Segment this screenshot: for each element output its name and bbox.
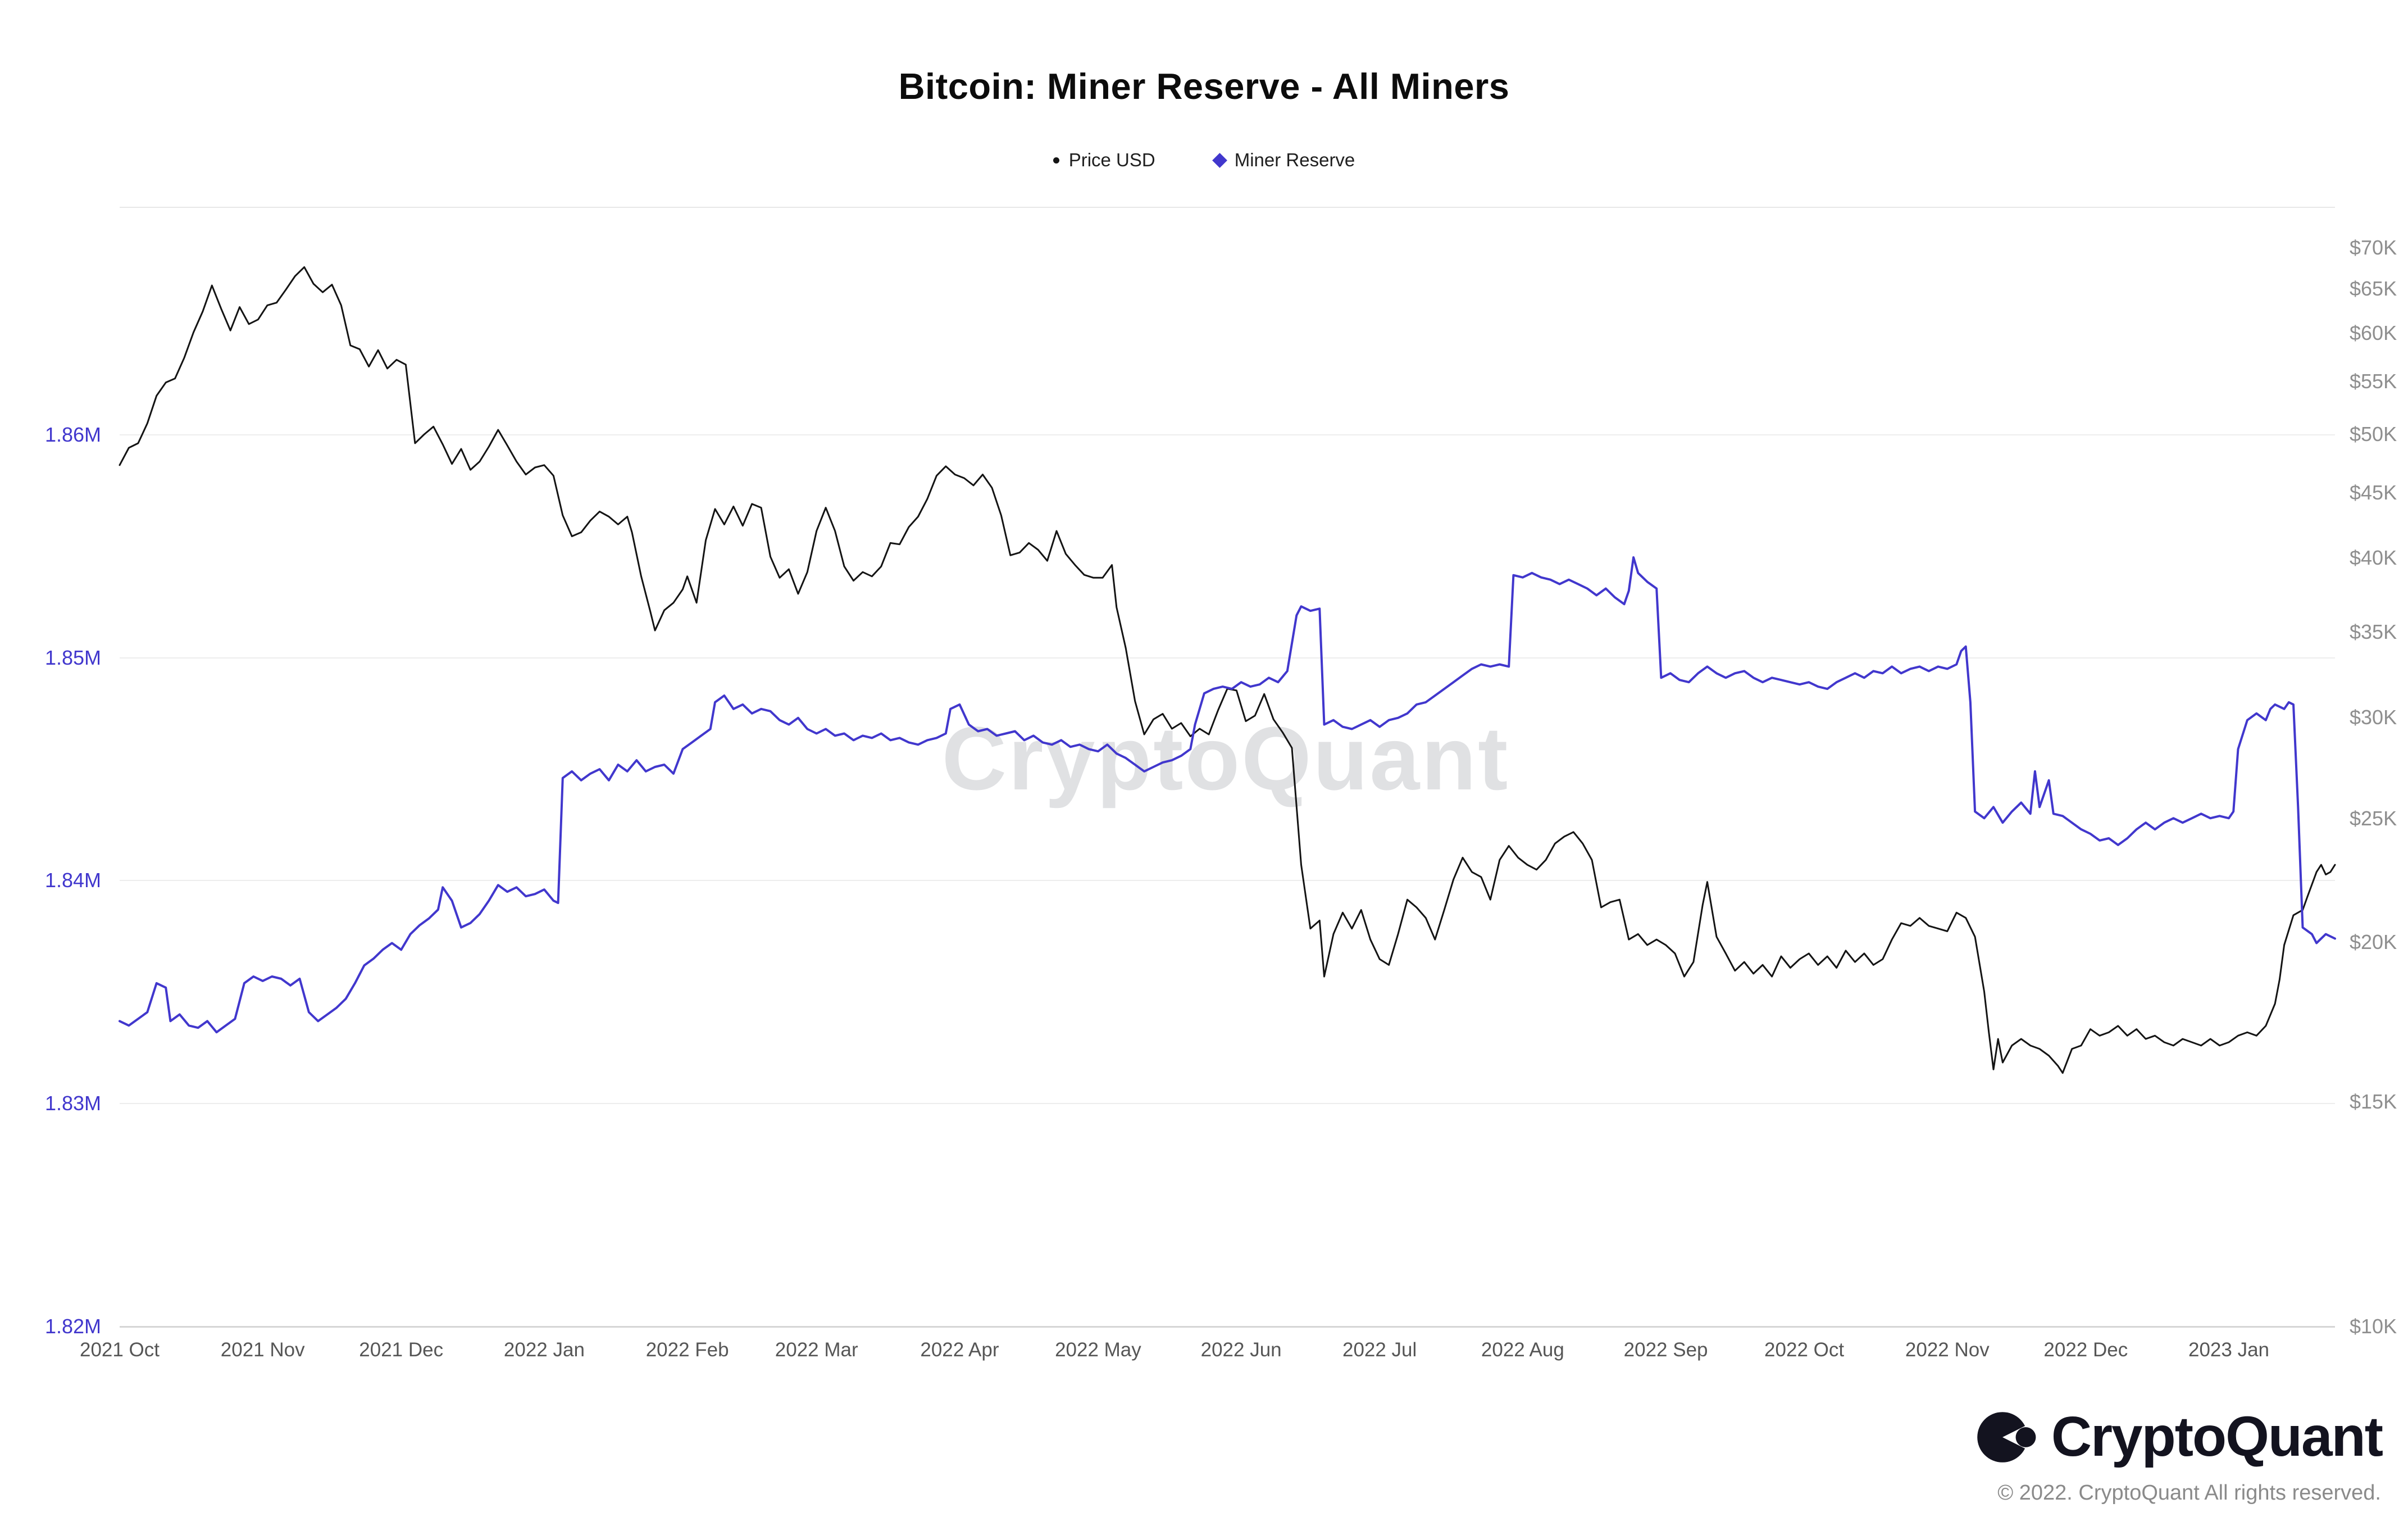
right-axis-tick: $25K: [2350, 806, 2397, 830]
price-usd-dot-icon: [1053, 157, 1059, 163]
right-axis-tick: $20K: [2350, 930, 2397, 954]
right-axis-tick: $35K: [2350, 620, 2397, 643]
left-axis-tick: 1.86M: [44, 423, 101, 446]
left-axis-tick: 1.83M: [44, 1092, 101, 1115]
right-axis-tick: $15K: [2350, 1089, 2397, 1113]
x-axis-tick: 2023 Jan: [2188, 1339, 2270, 1361]
x-axis-tick: 2022 Oct: [1764, 1339, 1845, 1361]
x-axis-tick: 2022 Apr: [920, 1339, 999, 1361]
x-axis-tick: 2022 Mar: [775, 1339, 858, 1361]
x-axis-tick: 2022 Feb: [645, 1339, 729, 1361]
chart-plot-area[interactable]: [120, 207, 2335, 1327]
x-axis-line: [120, 1326, 2335, 1328]
right-axis-tick: $70K: [2350, 236, 2397, 259]
miner-reserve-line: [119, 556, 2336, 1034]
x-axis-tick: 2022 Nov: [1905, 1339, 1990, 1361]
legend-label-miner-reserve: Miner Reserve: [1234, 149, 1355, 170]
x-axis-tick: 2022 Aug: [1481, 1339, 1564, 1361]
left-axis-tick: 1.82M: [44, 1315, 101, 1338]
right-axis-tick: $10K: [2350, 1315, 2397, 1338]
legend-item-price-usd[interactable]: Price USD: [1053, 149, 1155, 171]
chart-legend: Price USD Miner Reserve: [0, 149, 2408, 171]
brand-wordmark: CryptoQuant: [2051, 1405, 2383, 1468]
x-axis-tick: 2022 May: [1055, 1339, 1141, 1361]
x-axis-tick: 2022 Dec: [2043, 1339, 2128, 1361]
right-axis-tick: $30K: [2350, 706, 2397, 729]
right-axis-tick: $45K: [2350, 480, 2397, 504]
legend-item-miner-reserve[interactable]: Miner Reserve: [1212, 149, 1355, 171]
right-axis-tick: $65K: [2350, 277, 2397, 301]
right-axis-tick: $40K: [2350, 546, 2397, 570]
gridline: [120, 434, 2335, 435]
chart-title: Bitcoin: Miner Reserve - All Miners: [898, 66, 1510, 107]
x-axis-tick: 2022 Jul: [1342, 1339, 1417, 1361]
legend-label-price-usd: Price USD: [1068, 149, 1155, 170]
x-axis-tick: 2022 Sep: [1623, 1339, 1708, 1361]
plot-top-border: [120, 207, 2335, 208]
x-axis-tick: 2021 Oct: [79, 1339, 160, 1361]
x-axis-tick: 2021 Nov: [220, 1339, 305, 1361]
price-usd-line: [119, 266, 2336, 1074]
right-axis-tick: $60K: [2350, 321, 2397, 345]
cryptoquant-logo-icon: [1977, 1411, 2038, 1463]
gridline: [120, 657, 2335, 658]
left-axis-tick: 1.85M: [44, 646, 101, 669]
gridline: [120, 1103, 2335, 1105]
cryptoquant-brand: CryptoQuant: [1976, 1405, 2383, 1469]
right-axis-tick: $55K: [2350, 369, 2397, 393]
x-axis-tick: 2021 Dec: [359, 1339, 444, 1361]
left-axis-tick: 1.84M: [44, 869, 101, 892]
gridline: [120, 880, 2335, 882]
copyright-text: © 2022. CryptoQuant All rights reserved.: [1997, 1481, 2381, 1505]
right-axis-tick: $50K: [2350, 423, 2397, 446]
x-axis-tick: 2022 Jun: [1200, 1339, 1282, 1361]
x-axis-tick: 2022 Jan: [503, 1339, 585, 1361]
